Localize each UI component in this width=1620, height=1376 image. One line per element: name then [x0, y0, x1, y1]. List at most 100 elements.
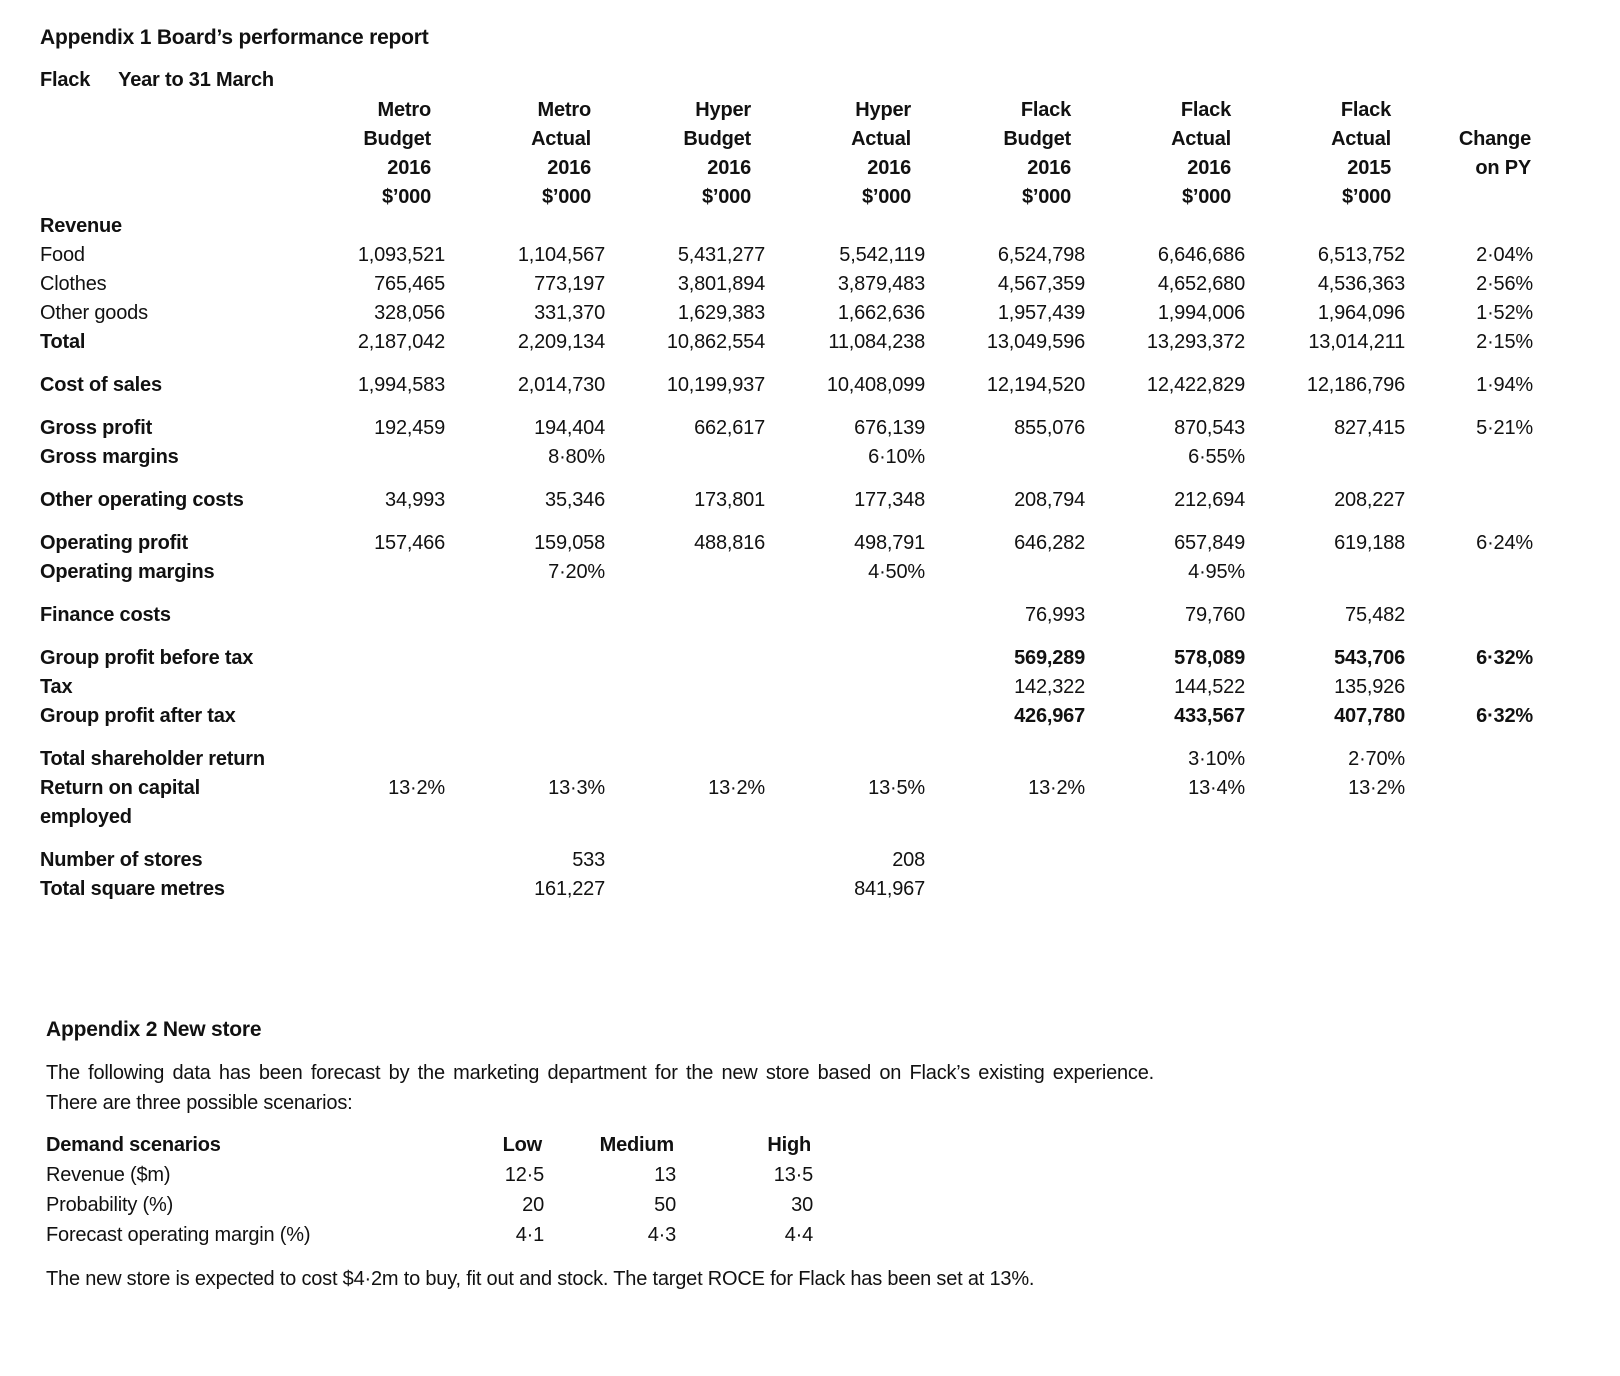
cell — [605, 673, 765, 702]
cell: 2,209,134 — [517, 331, 605, 353]
cell: 157,466 — [374, 532, 445, 554]
cell: 30 — [791, 1194, 813, 1216]
cell: 533 — [572, 849, 605, 871]
table-row: Other goods 328,056 331,370 1,629,383 1,662,… — [40, 299, 1580, 328]
cell: 1,093,521 — [357, 244, 445, 266]
performance-table-header: Metro Budget 2016 $’000 Metro Actual 2016 $’000… — [40, 96, 1580, 212]
cell — [445, 601, 605, 630]
cell: 841,967 — [854, 878, 925, 900]
table-row: Gross profit 192,459 194,404 662,617 676,139… — [40, 414, 1580, 443]
row-label: Tax — [40, 676, 73, 698]
cell: 2,014,730 — [517, 374, 605, 396]
row-label: Other operating costs — [40, 489, 244, 511]
column-header-line: Hyper — [855, 99, 911, 121]
cell — [765, 673, 925, 702]
column-header-line: $’000 — [1021, 186, 1071, 208]
scenario-column-header: High — [767, 1134, 811, 1156]
column-header-line: on PY — [1475, 157, 1531, 179]
cell — [925, 846, 1085, 875]
cell: 855,076 — [1014, 417, 1085, 439]
cell: 2·70% — [1348, 748, 1405, 770]
cell: 13·3% — [548, 777, 605, 799]
cell — [1245, 212, 1405, 241]
cell: 79,760 — [1185, 604, 1245, 626]
report-subtitle: Flack Year to 31 March — [40, 66, 1580, 94]
cell — [925, 558, 1085, 587]
cell — [1405, 558, 1533, 587]
cell: 2·04% — [1476, 244, 1533, 266]
column-header: Flack Actual 2016 $’000 — [1085, 96, 1245, 212]
cell: 208 — [892, 849, 925, 871]
cell: 4·4 — [784, 1224, 814, 1246]
table-row: Finance costs 76,993 79,760 75,482 — [40, 601, 1580, 630]
table-row: Total square metres 161,227 841,967 — [40, 875, 1580, 904]
column-header-line: 2016 — [547, 157, 591, 179]
row-label: Operating profit — [40, 532, 188, 554]
cell — [285, 212, 445, 241]
cell — [285, 745, 445, 774]
cell: 6,646,686 — [1157, 244, 1245, 266]
cell: 1,104,567 — [517, 244, 605, 266]
cell: 646,282 — [1014, 532, 1085, 554]
cell — [765, 601, 925, 630]
table-row: Revenue — [40, 212, 1580, 241]
cell — [445, 673, 605, 702]
row-label: Total square metres — [40, 878, 225, 900]
table-row: Food 1,093,521 1,104,567 5,431,277 5,542,119… — [40, 241, 1580, 270]
column-header-line: 2016 — [1187, 157, 1231, 179]
cell — [605, 745, 765, 774]
cell — [605, 846, 765, 875]
cell — [925, 443, 1085, 472]
row-label: Other goods — [40, 302, 148, 324]
cell: 20 — [522, 1194, 544, 1216]
cell: 50 — [654, 1194, 676, 1216]
table-row: Clothes 765,465 773,197 3,801,894 3,879,483 4… — [40, 270, 1580, 299]
cell — [605, 558, 765, 587]
cell: 1,994,583 — [357, 374, 445, 396]
cell: 208,227 — [1334, 489, 1405, 511]
cell: 13·2% — [388, 777, 445, 799]
cell: 4,652,680 — [1157, 273, 1245, 295]
column-header-line: Flack — [1020, 99, 1071, 121]
column-header-line: $’000 — [541, 186, 591, 208]
cell — [1405, 745, 1533, 774]
cell: 1·52% — [1476, 302, 1533, 324]
row-label: Number of stores — [40, 849, 203, 871]
cell: 3·10% — [1188, 748, 1245, 770]
cell — [605, 875, 765, 904]
cell — [285, 443, 445, 472]
cell: 13·2% — [1348, 777, 1405, 799]
row-label: Cost of sales — [40, 374, 162, 396]
table-row: Other operating costs 34,993 35,346 173,801… — [40, 486, 1580, 515]
row-label: Clothes — [40, 273, 107, 295]
cell — [1245, 846, 1405, 875]
column-header-line: Budget — [363, 128, 431, 150]
table-row: Group profit before tax 569,289 578,089 543… — [40, 644, 1580, 673]
cell: 4·1 — [515, 1224, 545, 1246]
cell: 142,322 — [1014, 676, 1085, 698]
row-label: Gross margins — [40, 446, 179, 468]
column-header-line: Metro — [537, 99, 592, 121]
cell: 13,293,372 — [1146, 331, 1245, 353]
cell — [1085, 846, 1245, 875]
appendix2-note: The new store is expected to cost $4·2m … — [46, 1268, 1035, 1290]
cell — [605, 601, 765, 630]
row-label: Food — [40, 244, 85, 266]
column-header: Metro Budget 2016 $’000 — [285, 96, 445, 212]
cell: 135,926 — [1334, 676, 1405, 698]
cell: 773,197 — [534, 273, 605, 295]
cell: 2·56% — [1476, 273, 1533, 295]
row-label: Total — [40, 331, 86, 353]
cell — [765, 212, 925, 241]
row-label: Gross profit — [40, 417, 153, 439]
cell: 407,780 — [1334, 705, 1405, 727]
cell — [605, 644, 765, 673]
column-header-line: Actual — [531, 128, 591, 150]
cell: 543,706 — [1334, 647, 1405, 669]
column-header-line: Budget — [1003, 128, 1071, 150]
row-label: Group profit after tax — [40, 705, 236, 727]
cell: 144,522 — [1174, 676, 1245, 698]
cell — [1405, 443, 1533, 472]
cell: 159,058 — [534, 532, 605, 554]
table-row: Cost of sales 1,994,583 2,014,730 10,199,93… — [40, 371, 1580, 400]
